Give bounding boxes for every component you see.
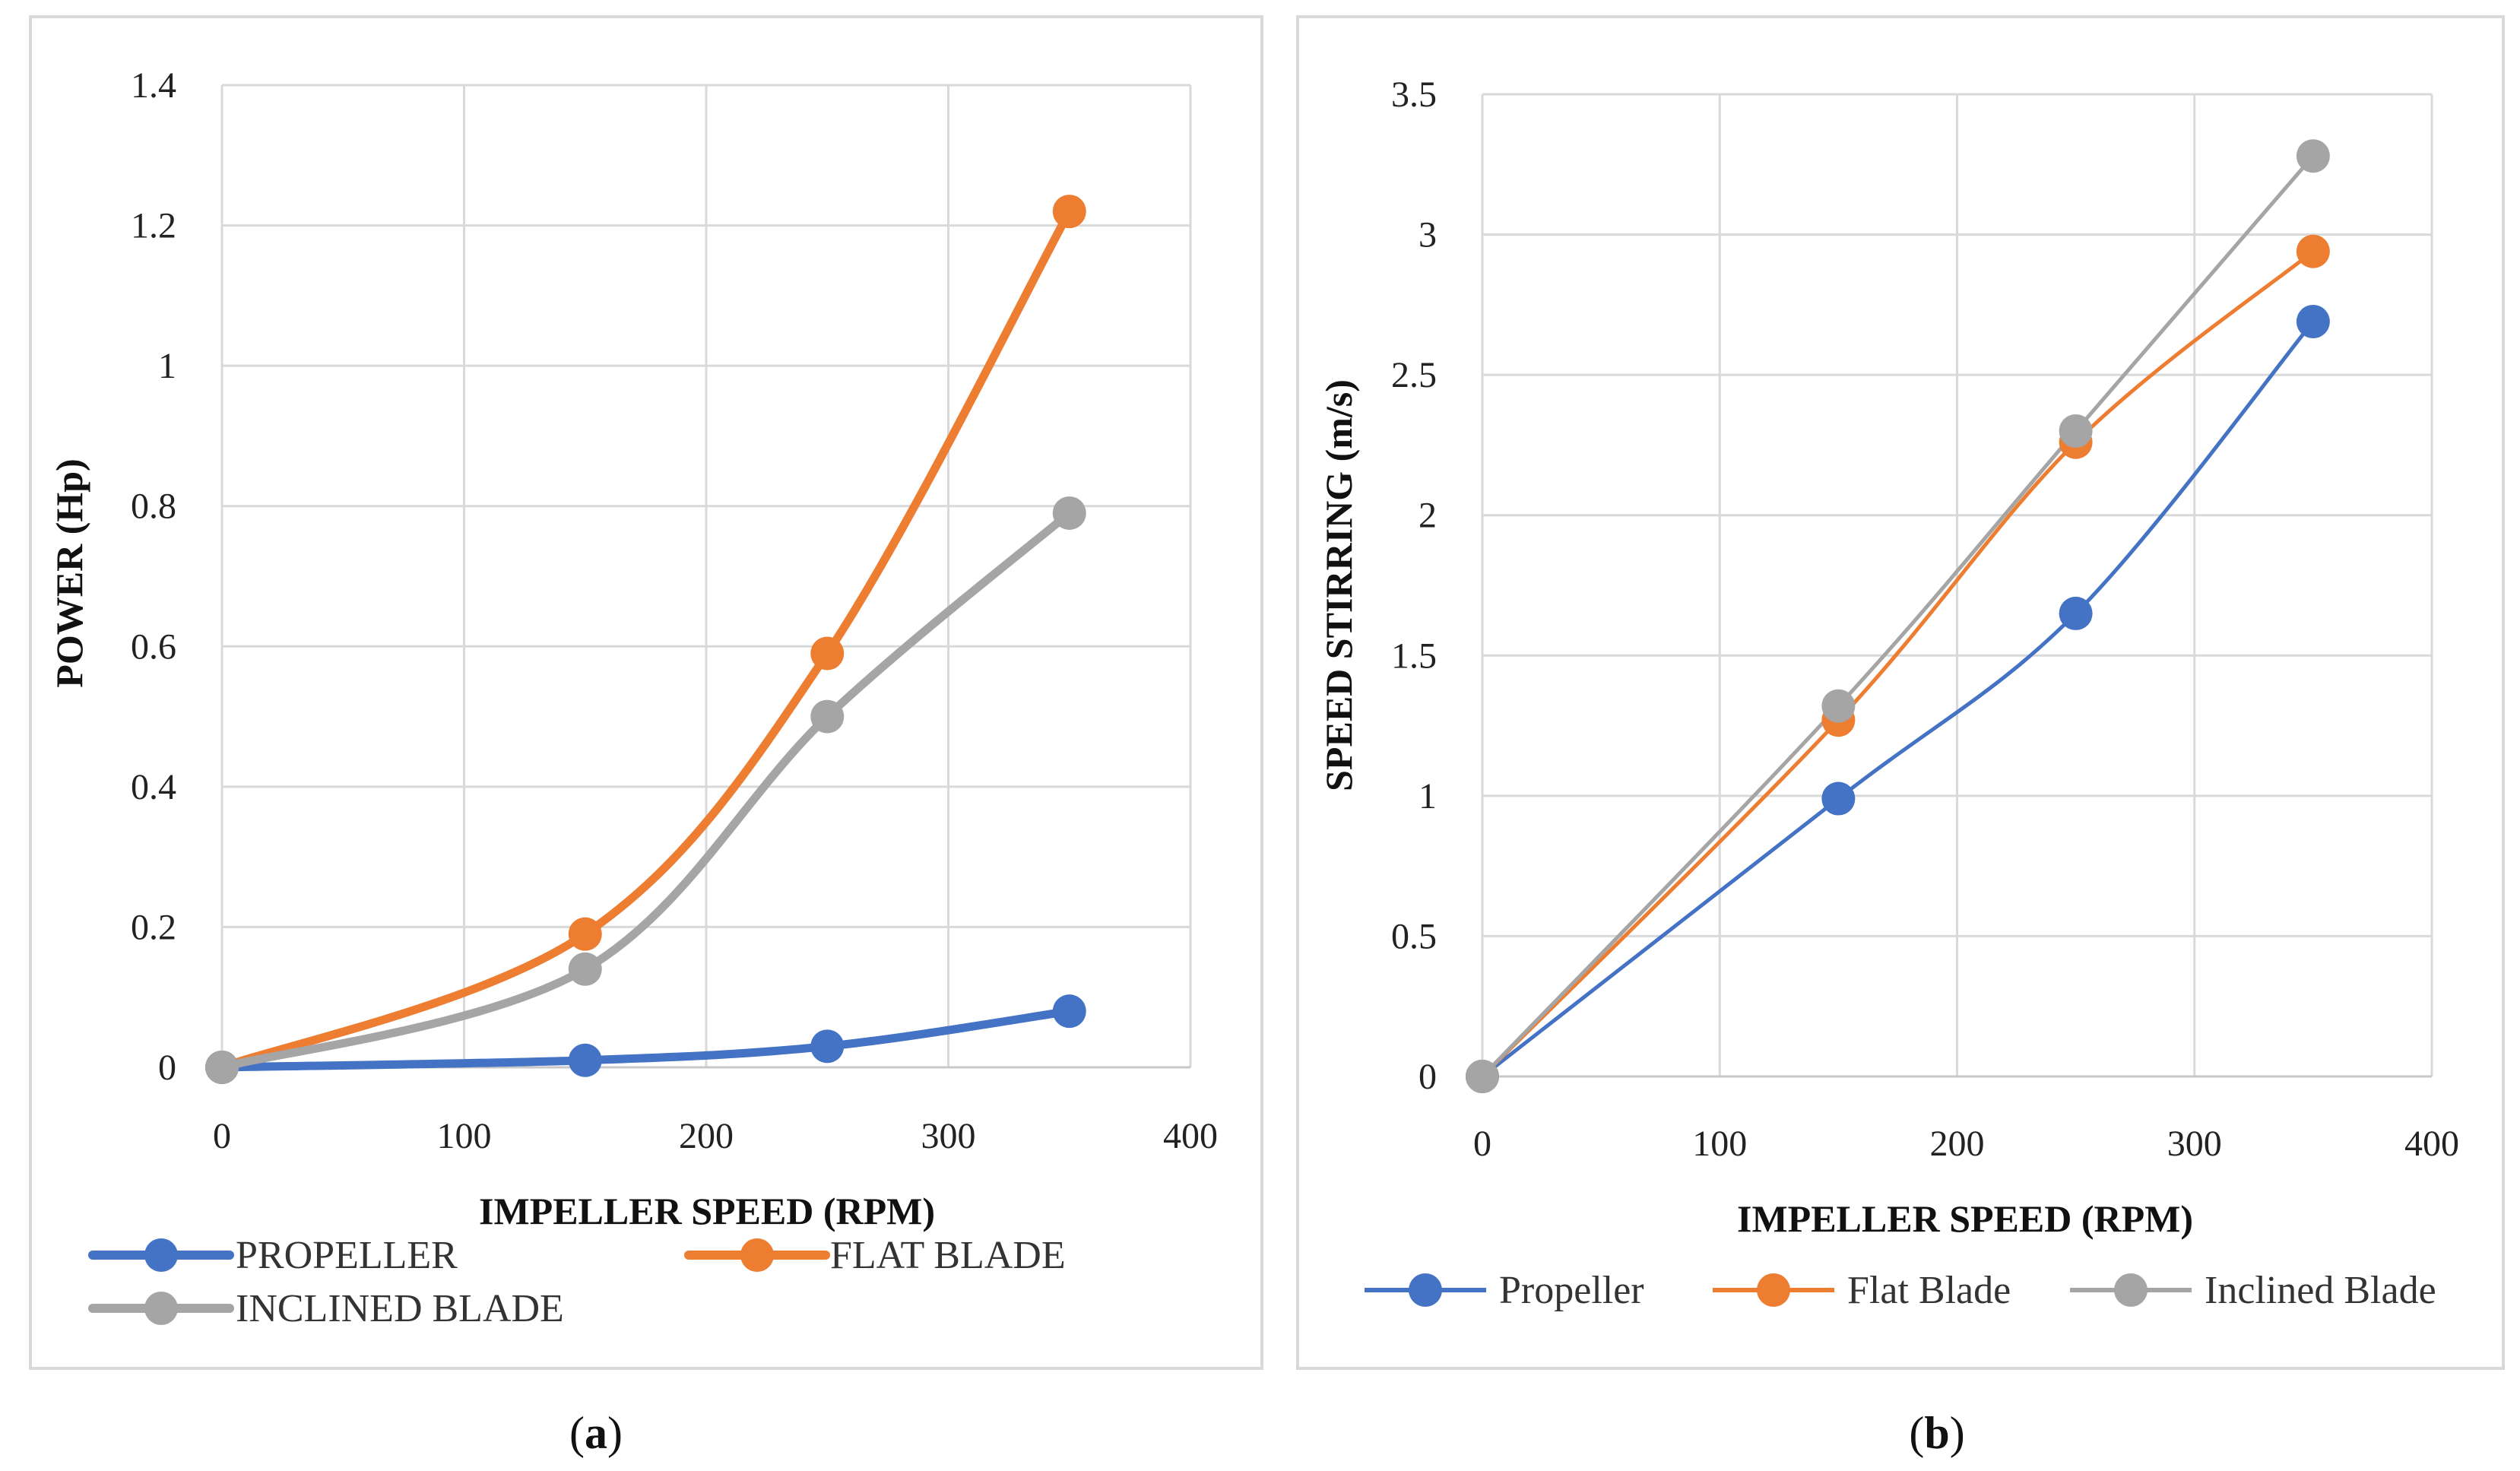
- data-point-propeller: [568, 1043, 602, 1077]
- y-tick-label: 0.5: [1391, 916, 1437, 956]
- legend-label-propeller: PROPELLER: [236, 1234, 458, 1277]
- panel-label-b-letter: b: [1924, 1408, 1949, 1458]
- x-tick-label: 200: [1930, 1124, 1985, 1164]
- x-tick-label: 100: [1692, 1124, 1747, 1164]
- legend-marker-propeller: [1409, 1273, 1442, 1307]
- legend-marker-propeller: [144, 1238, 178, 1272]
- chart-a-ticks: 0 0.2 0.4 0.6 0.8 1 1.2 1.4 0 100 200 300 400: [131, 65, 1218, 1156]
- series-line-inclined: [217, 509, 1074, 1072]
- x-tick-label: 0: [213, 1116, 231, 1156]
- y-tick-label: 0.8: [131, 487, 176, 527]
- x-tick-label: 400: [2404, 1124, 2459, 1164]
- x-tick-label: 300: [2167, 1124, 2222, 1164]
- data-point-propeller: [1821, 781, 1856, 816]
- x-tick-label: 200: [679, 1116, 734, 1156]
- y-tick-label: 0: [158, 1048, 176, 1088]
- data-point-flat: [568, 917, 602, 951]
- data-point-inclined: [2059, 414, 2093, 448]
- chart-b-x-axis-title: IMPELLER SPEED (RPM): [1737, 1197, 2193, 1240]
- legend-marker-flat-blade: [740, 1238, 774, 1272]
- data-point-inclined: [568, 952, 602, 986]
- legend-label-propeller: Propeller: [1499, 1269, 1644, 1312]
- data-point-inclined: [2296, 139, 2330, 173]
- chart-b: 0 0.5 1 1.5 2 2.5 3 3.5 0 100 200 300 400 IMPELLER S…: [1296, 15, 2505, 1370]
- chart-a: 0 0.2 0.4 0.6 0.8 1 1.2 1.4 0 100 200 300 400 IMPELL…: [29, 15, 1263, 1370]
- chart-b-y-axis-title: SPEED STIRRING (m/s): [1317, 379, 1360, 791]
- chart-a-legend: PROPELLER FLAT BLADE INCLINED BLADE: [88, 1234, 1066, 1330]
- legend-label-flat-blade: Flat Blade: [1847, 1269, 2011, 1312]
- legend-item-propeller: Propeller: [1365, 1269, 1644, 1312]
- chart-a-x-axis-title: IMPELLER SPEED (RPM): [479, 1190, 935, 1232]
- data-point-propeller: [2059, 596, 2093, 630]
- chart-b-ticks: 0 0.5 1 1.5 2 2.5 3 3.5 0 100 200 300 400: [1391, 75, 2459, 1164]
- legend-marker-inclined-blade: [144, 1292, 178, 1325]
- legend-item-flat-blade: FLAT BLADE: [684, 1234, 1066, 1277]
- legend-marker-flat-blade: [1757, 1273, 1790, 1307]
- data-point-flat: [810, 636, 845, 671]
- chart-b-series: [1466, 139, 2330, 1093]
- data-point-inclined: [810, 699, 845, 734]
- x-tick-label: 0: [1473, 1124, 1491, 1164]
- x-tick-label: 300: [921, 1116, 976, 1156]
- legend-item-inclined-blade: INCLINED BLADE: [88, 1287, 564, 1330]
- series-line-propeller: [217, 1007, 1074, 1072]
- y-tick-label: 1.4: [131, 65, 176, 106]
- panel-label-b-close: ): [1950, 1408, 1965, 1458]
- data-point-inclined: [1052, 496, 1086, 530]
- data-point-flat: [2296, 234, 2330, 268]
- data-point-propeller: [2296, 305, 2330, 339]
- panel-label-a: (a): [569, 1408, 623, 1458]
- legend-label-inclined-blade: INCLINED BLADE: [236, 1287, 564, 1330]
- data-point-flat: [1052, 195, 1086, 229]
- panel-label-b-open: (: [1909, 1408, 1924, 1458]
- y-tick-label: 1.5: [1391, 636, 1437, 676]
- legend-item-inclined-blade: Inclined Blade: [2070, 1269, 2436, 1312]
- data-point-inclined: [1821, 689, 1856, 723]
- y-tick-label: 3: [1418, 215, 1437, 255]
- data-point-propeller: [810, 1029, 845, 1064]
- y-tick-label: 2: [1418, 496, 1437, 536]
- panel-label-b: (b): [1909, 1408, 1964, 1458]
- chart-b-gridlines: [1482, 93, 2433, 1076]
- chart-b-legend: Propeller Flat Blade Inclined Blade: [1365, 1269, 2436, 1312]
- legend-item-propeller: PROPELLER: [88, 1234, 458, 1277]
- series-line-flat: [1480, 249, 2316, 1079]
- chart-a-y-axis-title: POWER (Hp): [48, 458, 90, 687]
- data-point-propeller: [1052, 994, 1086, 1029]
- y-tick-label: 0: [1418, 1057, 1437, 1097]
- y-tick-label: 3.5: [1391, 75, 1437, 115]
- x-tick-label: 400: [1163, 1116, 1218, 1156]
- series-line-flat: [217, 207, 1074, 1072]
- y-tick-label: 0.4: [131, 767, 176, 807]
- legend-label-inclined-blade: Inclined Blade: [2205, 1269, 2436, 1312]
- chart-a-series: [205, 195, 1086, 1084]
- panel-label-a-close: ): [607, 1408, 623, 1458]
- panel-label-a-letter: a: [585, 1408, 607, 1458]
- series-line-inclined: [1480, 154, 2316, 1079]
- legend-marker-inclined-blade: [2114, 1273, 2148, 1307]
- chart-b-axes: [1481, 94, 2432, 1078]
- x-tick-label: 100: [437, 1116, 492, 1156]
- panel-label-a-open: (: [569, 1408, 585, 1458]
- legend-item-flat-blade: Flat Blade: [1713, 1269, 2011, 1312]
- y-tick-label: 0.6: [131, 626, 176, 667]
- y-tick-label: 2.5: [1391, 355, 1437, 395]
- y-tick-label: 1: [158, 346, 176, 386]
- chart-b-border: [1296, 15, 2505, 1370]
- y-tick-label: 1: [1418, 776, 1437, 816]
- y-tick-label: 0.2: [131, 907, 176, 947]
- series-line-propeller: [1480, 319, 2316, 1079]
- data-point-inclined: [1466, 1060, 1499, 1093]
- data-point-inclined: [205, 1051, 239, 1084]
- y-tick-label: 1.2: [131, 206, 176, 246]
- chart-a-gridlines: [222, 84, 1192, 1067]
- legend-label-flat-blade: FLAT BLADE: [830, 1234, 1066, 1277]
